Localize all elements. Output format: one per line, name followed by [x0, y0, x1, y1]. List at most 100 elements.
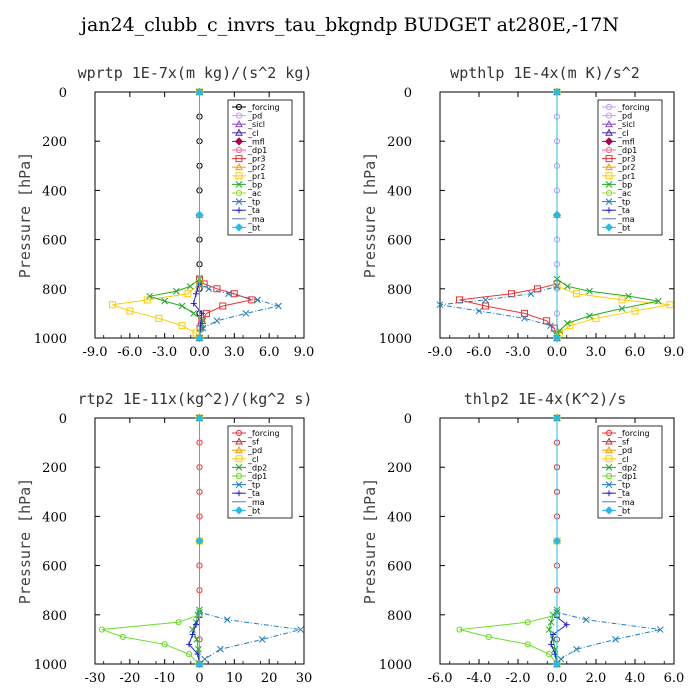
y-tick-label: 1000	[34, 332, 67, 347]
legend-label: _forcing	[617, 103, 650, 112]
data-point	[189, 631, 196, 638]
legend-entry: _sicl	[232, 119, 265, 129]
data-point	[612, 636, 619, 643]
data-point	[573, 290, 580, 298]
legend-label: _pr1	[247, 172, 265, 181]
chart-panel-4: thlp2 1E-4x(K^2)/s -6.0 -4.0 -2.0 0.0 2.0 4.0 6…	[361, 390, 684, 686]
x-tick-label: -30	[85, 671, 106, 686]
series-line	[459, 418, 558, 665]
legend-entry: _forcing	[232, 429, 280, 438]
legend-marker	[605, 189, 613, 197]
x-tick-label: -2.0	[505, 671, 530, 686]
legend-entry: _pd	[602, 445, 632, 455]
x-tick-label: 6.0	[664, 671, 685, 686]
y-tick-label: 800	[42, 609, 67, 624]
data-point	[475, 307, 483, 315]
legend-label: _dp2	[617, 463, 637, 472]
series-line	[199, 92, 281, 339]
legend-marker	[606, 207, 612, 214]
series-line	[556, 92, 671, 339]
data-point	[146, 292, 153, 300]
data-point	[172, 287, 180, 295]
legend-entry: _ma	[602, 498, 635, 507]
legend-label: _pr3	[617, 155, 635, 164]
y-tick-label: 0	[404, 412, 412, 427]
x-tick-label: -3.0	[505, 345, 530, 360]
legend-marker	[605, 155, 613, 163]
legend-marker	[605, 445, 613, 454]
legend-marker	[605, 181, 613, 188]
legend-label: _forcing	[247, 429, 280, 438]
data-point	[592, 314, 600, 322]
legend-marker	[604, 137, 614, 146]
y-axis-label: Pressure [hPa]	[361, 478, 379, 604]
data-point	[205, 285, 213, 293]
legend-marker	[236, 207, 242, 214]
legend-label: _cl	[247, 129, 259, 138]
legend-label: _bt	[247, 506, 260, 515]
data-point	[545, 626, 553, 633]
data-point	[557, 655, 565, 663]
data-point	[550, 631, 557, 638]
data-point	[254, 296, 261, 304]
chart-panel-2: wpthlp 1E-4x(m K)/s^2 -9.0 -6.0 -3.0 0.0 3.0 6…	[361, 64, 684, 360]
legend-marker	[604, 223, 614, 232]
data-point	[521, 309, 528, 317]
legend-marker	[604, 506, 614, 515]
legend-label: _ta	[617, 489, 630, 498]
legend-label: _dp2	[247, 463, 267, 472]
legend-label: _pr2	[617, 163, 635, 172]
data-point	[230, 290, 238, 298]
x-tick-label: 3.0	[224, 345, 245, 360]
series-line	[149, 92, 204, 339]
legend-label: _tp	[617, 198, 630, 207]
data-point	[656, 626, 664, 633]
x-tick-label: -20	[119, 671, 140, 686]
data-point	[564, 282, 571, 290]
legend-entry: _forcing	[602, 103, 650, 112]
legend-entry: _cl	[232, 128, 259, 138]
legend-entry: _sf	[232, 437, 259, 447]
legend-label: _pd	[247, 112, 262, 121]
chart-panel-3: rtp2 1E-11x(kg^2)/(kg^2 s) -30 -20 -10 0 10 20…	[16, 390, 312, 686]
legend-label: _cl	[247, 455, 259, 464]
x-tick-label: 2.0	[586, 671, 607, 686]
series-dp1	[98, 414, 203, 668]
legend-marker	[605, 198, 613, 205]
data-point	[552, 333, 562, 343]
x-tick-label: 0.0	[547, 345, 568, 360]
legend-marker	[235, 112, 243, 119]
legend-entry: _cl	[232, 455, 259, 464]
y-tick-label: 800	[387, 609, 412, 624]
legend-entry: _bt	[602, 223, 630, 232]
data-point	[161, 297, 169, 305]
x-tick-label: -6.0	[427, 671, 452, 686]
x-tick-label: -6.0	[466, 345, 491, 360]
data-point	[482, 302, 489, 310]
legend-entry: _dp1	[232, 146, 267, 155]
legend-label: _tp	[247, 481, 260, 490]
legend-entry: _tp	[232, 481, 260, 490]
series-bt	[195, 413, 204, 669]
legend-label: _tp	[247, 198, 260, 207]
data-point	[546, 651, 553, 658]
x-tick-label: -6.0	[117, 345, 142, 360]
legend-marker	[605, 472, 613, 480]
legend-entry: _dp1	[602, 146, 637, 155]
legend-entry: _pr2	[232, 162, 265, 172]
data-point	[521, 314, 528, 322]
x-tick-label: 6.0	[625, 345, 646, 360]
legend-entry: _sicl	[602, 119, 635, 129]
data-point	[655, 297, 662, 305]
x-tick-label: 3.0	[586, 345, 607, 360]
legend-marker	[605, 103, 613, 111]
legend-entry: _forcing	[232, 103, 280, 112]
legend-entry: _ta	[602, 206, 630, 215]
legend-label: _ac	[617, 189, 631, 198]
legend-marker	[235, 445, 243, 454]
y-tick-label: 200	[42, 135, 67, 150]
y-tick-label: 800	[42, 283, 67, 298]
data-point	[258, 636, 266, 643]
y-tick-label: 200	[42, 461, 67, 476]
data-point	[618, 296, 626, 304]
